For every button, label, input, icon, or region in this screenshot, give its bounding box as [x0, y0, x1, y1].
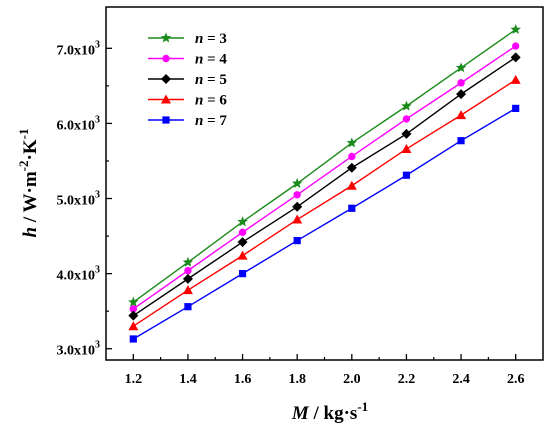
series-3	[128, 52, 521, 321]
data-point	[292, 201, 303, 212]
y-tick-label: 7.0x103	[57, 39, 101, 58]
data-point	[348, 152, 356, 161]
data-point	[512, 104, 520, 112]
data-point	[237, 250, 248, 260]
x-tick-label: 1.4	[179, 372, 197, 387]
data-point	[293, 191, 301, 199]
x-tick-label: 2.6	[507, 372, 525, 387]
data-point	[128, 321, 139, 331]
data-point	[456, 89, 467, 100]
series-line	[132, 79, 517, 327]
data-point	[456, 110, 467, 120]
data-point	[128, 296, 139, 307]
x-tick-label: 2.0	[343, 372, 361, 387]
data-point	[511, 42, 520, 50]
x-tick-label: 1.8	[288, 372, 306, 387]
series-2	[129, 42, 520, 313]
series-line	[132, 107, 517, 340]
data-point	[184, 303, 192, 311]
data-point	[457, 79, 465, 87]
series-1	[128, 24, 521, 307]
y-tick-label: 3.0x103	[57, 340, 101, 359]
data-point	[401, 143, 412, 153]
data-point	[346, 162, 357, 173]
legend-marker	[161, 94, 171, 104]
legend-item: n = 3	[148, 31, 227, 47]
y-tick-label: 4.0x103	[57, 265, 101, 284]
legend-item: n = 5	[148, 72, 227, 88]
legend-label: n = 5	[195, 72, 227, 88]
data-point	[182, 256, 194, 267]
legend-marker	[162, 54, 170, 63]
series-5	[129, 104, 520, 343]
axis-ticks: 1.2 1.4 1.6 1.8 2.0 2.2 2.4 2.6 3.0x103 4.0x103 5.…	[57, 39, 525, 387]
data-point	[457, 137, 465, 145]
legend-label: n = 7	[195, 113, 227, 129]
series-layer	[128, 24, 521, 343]
data-point	[291, 178, 303, 188]
series-line	[132, 56, 517, 317]
legend-label: n = 3	[195, 31, 227, 47]
data-point	[238, 270, 247, 278]
data-point	[346, 137, 358, 148]
series-line	[132, 28, 517, 303]
x-tick-label: 1.6	[234, 372, 252, 387]
legend-item: n = 7	[148, 113, 227, 129]
data-point	[237, 237, 248, 248]
legend-marker	[160, 32, 172, 43]
data-point	[402, 115, 411, 123]
data-point	[184, 266, 192, 275]
data-point	[455, 62, 467, 73]
x-axis-title: M / kg·s-1	[291, 399, 368, 424]
legend-item: n = 4	[148, 52, 227, 68]
data-point	[402, 171, 411, 179]
legend-label: n = 4	[195, 52, 227, 68]
x-tick-label: 1.2	[125, 372, 143, 387]
data-point	[128, 310, 139, 321]
plot-frame	[105, 6, 544, 361]
data-point	[510, 52, 521, 63]
data-point	[401, 128, 412, 139]
data-point	[293, 236, 301, 245]
data-point	[129, 335, 137, 343]
data-point	[510, 24, 521, 34]
data-point	[510, 74, 521, 84]
y-tick-label: 6.0x103	[57, 114, 101, 133]
y-axis-title: h / W·m-2·K-1	[16, 129, 41, 238]
data-point	[182, 285, 193, 295]
data-point	[238, 228, 247, 237]
legend-marker	[161, 74, 171, 84]
data-point	[129, 305, 138, 313]
legend-label: n = 6	[195, 93, 227, 109]
y-tick-label: 5.0x103	[57, 190, 101, 209]
data-point	[292, 214, 303, 224]
data-point	[401, 100, 412, 111]
data-point	[348, 204, 356, 212]
legend: n = 3 n = 4 n = 5 n = 6 n = 7	[148, 31, 227, 129]
x-tick-label: 2.4	[452, 372, 470, 387]
series-line	[132, 45, 517, 310]
series-4	[128, 74, 521, 331]
legend-marker	[162, 116, 170, 124]
data-point	[237, 216, 248, 227]
data-point	[346, 180, 357, 190]
legend-item: n = 6	[148, 93, 227, 109]
x-tick-label: 2.2	[398, 372, 416, 387]
data-point	[182, 273, 193, 284]
